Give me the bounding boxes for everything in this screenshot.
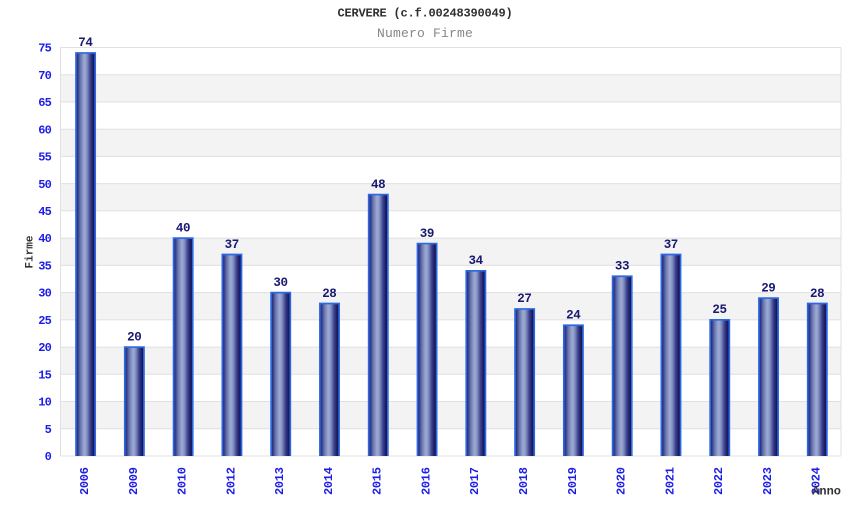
svg-text:2010: 2010 — [176, 467, 190, 495]
svg-text:15: 15 — [38, 368, 51, 382]
svg-text:24: 24 — [566, 309, 581, 323]
svg-text:30: 30 — [38, 287, 51, 301]
svg-text:50: 50 — [38, 178, 51, 192]
svg-text:30: 30 — [273, 276, 287, 290]
svg-text:25: 25 — [38, 314, 51, 328]
svg-text:2009: 2009 — [127, 467, 141, 495]
svg-text:40: 40 — [38, 232, 51, 246]
svg-text:55: 55 — [38, 151, 51, 165]
svg-text:37: 37 — [664, 238, 678, 252]
svg-text:25: 25 — [712, 303, 726, 317]
svg-text:65: 65 — [38, 96, 51, 110]
svg-text:Anno: Anno — [812, 485, 841, 499]
svg-text:37: 37 — [225, 238, 239, 252]
svg-text:2006: 2006 — [78, 467, 92, 495]
svg-text:2012: 2012 — [224, 467, 238, 495]
svg-text:Numero Firme: Numero Firme — [377, 26, 473, 41]
svg-text:39: 39 — [420, 227, 434, 241]
svg-text:34: 34 — [468, 254, 483, 268]
svg-text:40: 40 — [176, 221, 190, 235]
svg-text:2018: 2018 — [517, 467, 531, 495]
svg-text:2015: 2015 — [371, 467, 385, 495]
svg-text:2021: 2021 — [663, 467, 677, 495]
svg-text:10: 10 — [38, 396, 51, 410]
svg-text:2014: 2014 — [322, 467, 336, 495]
svg-text:2024: 2024 — [810, 467, 824, 495]
svg-text:2016: 2016 — [420, 467, 434, 495]
svg-text:Firme: Firme — [25, 235, 37, 268]
svg-text:29: 29 — [761, 281, 775, 295]
svg-text:45: 45 — [38, 205, 51, 219]
svg-text:2020: 2020 — [615, 467, 629, 495]
svg-text:35: 35 — [38, 260, 51, 274]
svg-text:28: 28 — [322, 287, 336, 301]
svg-text:2013: 2013 — [273, 467, 287, 495]
svg-text:5: 5 — [45, 423, 52, 437]
svg-text:20: 20 — [127, 330, 141, 344]
svg-text:33: 33 — [615, 260, 629, 274]
svg-text:2017: 2017 — [468, 467, 482, 495]
svg-text:2023: 2023 — [761, 467, 775, 495]
svg-text:0: 0 — [45, 450, 52, 464]
svg-text:2022: 2022 — [712, 467, 726, 495]
svg-text:27: 27 — [517, 292, 531, 306]
svg-text:CERVERE (c.f.00248390049): CERVERE (c.f.00248390049) — [337, 7, 512, 21]
svg-text:48: 48 — [371, 178, 385, 192]
svg-text:75: 75 — [38, 42, 51, 56]
svg-text:20: 20 — [38, 341, 51, 355]
svg-text:28: 28 — [810, 287, 824, 301]
svg-text:60: 60 — [38, 123, 51, 137]
svg-text:2019: 2019 — [566, 467, 580, 495]
svg-text:74: 74 — [78, 36, 93, 50]
svg-text:70: 70 — [38, 69, 51, 83]
